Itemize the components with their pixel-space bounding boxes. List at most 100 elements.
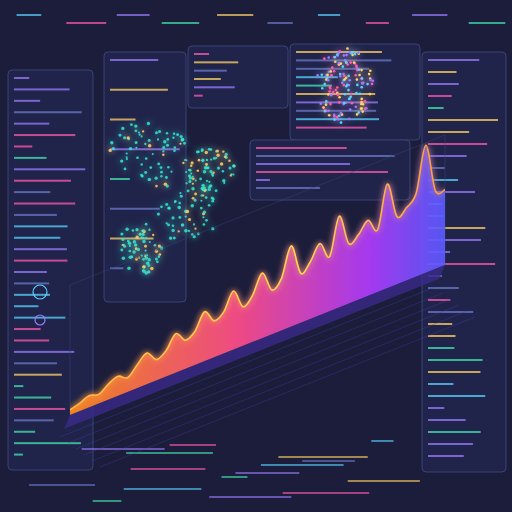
heat-dot (337, 118, 340, 121)
map-dot (228, 167, 231, 170)
heat-dot (355, 65, 358, 68)
panel-line (256, 155, 395, 157)
map-dot (121, 127, 124, 130)
heat-dot (355, 106, 358, 109)
heat-dot (361, 78, 364, 81)
map-dot (188, 174, 191, 177)
map-dot (233, 165, 236, 168)
panel-line (194, 53, 209, 55)
panel (290, 44, 420, 140)
map-dot (155, 185, 158, 188)
panel-line (428, 143, 487, 145)
map-dot (155, 131, 158, 134)
map-dot (211, 200, 214, 203)
map-dot (157, 138, 159, 140)
floor-line (100, 317, 475, 467)
map-dot (171, 229, 174, 232)
map-dot (142, 229, 145, 232)
map-dot (174, 201, 176, 203)
panel-line (296, 93, 375, 95)
map-dot (140, 174, 143, 177)
map-dot (122, 257, 126, 261)
footer-line (302, 460, 355, 462)
heat-dot (372, 79, 375, 82)
map-dot (185, 159, 187, 161)
ridge-line (70, 145, 445, 410)
heat-dot (324, 110, 327, 113)
map-dot (172, 225, 175, 228)
map-dot (174, 146, 176, 148)
heat-dot (333, 56, 336, 59)
header-line (318, 14, 340, 16)
map-dot (142, 130, 144, 132)
map-dot (165, 203, 168, 206)
heat-dot (332, 91, 335, 94)
map-dot (205, 151, 208, 154)
map-dot (160, 205, 163, 208)
heat-dot (334, 60, 337, 63)
panel-line (256, 147, 347, 149)
map-dot (141, 135, 143, 137)
heat-dot (341, 82, 344, 85)
map-dot (165, 176, 168, 179)
heat-dot (361, 77, 364, 80)
map-dot (120, 232, 123, 235)
map-dot (177, 206, 181, 210)
panel-line (194, 78, 221, 80)
panel-line (194, 70, 227, 72)
heat-dot (360, 86, 363, 89)
footer-line (209, 496, 291, 498)
map-dot (160, 171, 163, 174)
panel-line (110, 89, 168, 91)
map-dot (216, 153, 219, 156)
panel-line (428, 359, 483, 361)
map-dot (162, 150, 164, 152)
heat-dot (361, 107, 364, 110)
map-dot (163, 140, 167, 144)
heat-dot (371, 83, 374, 86)
map-dot (142, 240, 145, 243)
heat-dot (331, 66, 334, 69)
map-dot (166, 144, 169, 147)
map-dot (135, 228, 138, 231)
panel-line (428, 83, 459, 85)
map-dot (179, 143, 181, 145)
map-dot (185, 182, 187, 184)
panel-line (110, 119, 136, 121)
map-dot (212, 174, 214, 176)
panel-line (428, 119, 498, 121)
heat-dot (327, 56, 330, 59)
map-dot (206, 159, 208, 161)
map-dot (120, 249, 123, 252)
heat-dot (336, 91, 339, 94)
map-dot (222, 150, 224, 152)
map-dot (197, 170, 200, 173)
map-dot (129, 147, 132, 150)
map-dot (220, 162, 223, 165)
heat-dot (336, 86, 339, 89)
heat-dot (345, 61, 348, 64)
map-dot (172, 137, 174, 139)
header-line (267, 22, 292, 24)
map-dot (125, 228, 128, 231)
map-dot (132, 250, 135, 253)
heat-dot (330, 70, 333, 73)
map-dot (230, 174, 232, 176)
icon (35, 315, 45, 325)
panel-line (428, 155, 467, 157)
map-dot (136, 236, 139, 239)
panel-line (14, 111, 82, 113)
map-dot (123, 136, 126, 139)
map-dot (187, 189, 190, 192)
heat-dot (349, 95, 352, 98)
map-dot (198, 159, 201, 162)
map-dot (205, 163, 208, 166)
panel-line (428, 371, 480, 373)
heat-dot (325, 100, 328, 103)
heat-dot (338, 96, 341, 99)
heat-dot (326, 77, 329, 80)
map-dot (127, 266, 131, 270)
map-dot (210, 158, 212, 160)
heat-dot (340, 121, 343, 124)
heat-dot (327, 93, 330, 96)
